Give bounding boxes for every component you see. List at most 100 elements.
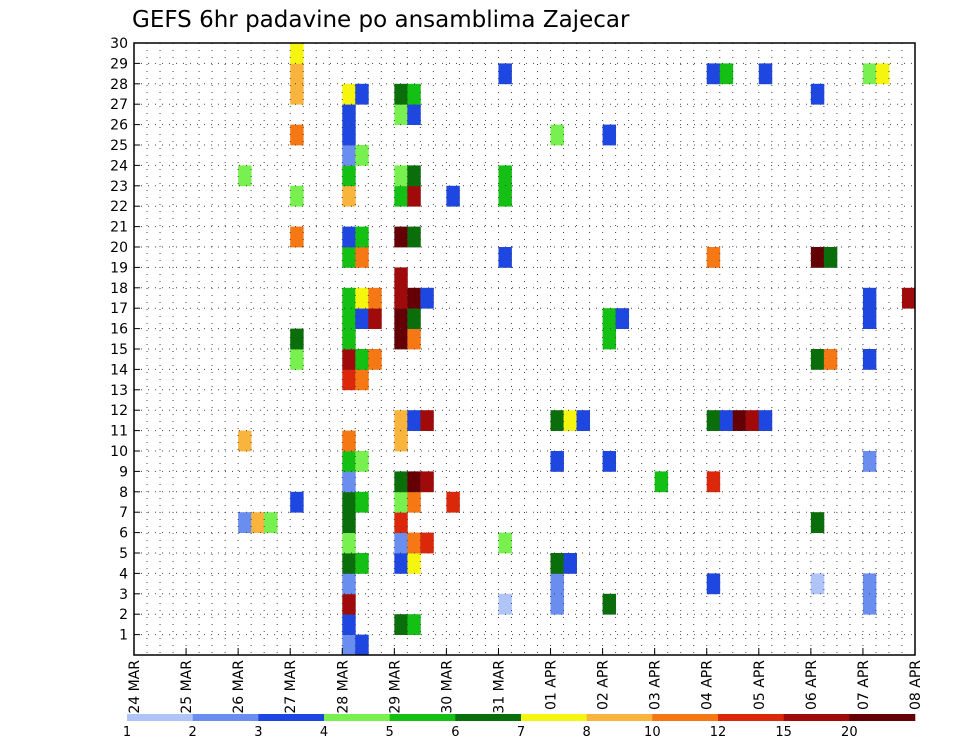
heatmap-cell bbox=[355, 349, 369, 370]
legend-level-label: 20 bbox=[841, 725, 858, 740]
heatmap-cell bbox=[394, 287, 408, 309]
heatmap-cell bbox=[810, 349, 825, 370]
heatmap-cell bbox=[810, 512, 825, 533]
heatmap-cell bbox=[342, 165, 356, 187]
heatmap-cell bbox=[290, 83, 304, 105]
heatmap-cell bbox=[342, 145, 356, 166]
y-tick-label: 15 bbox=[110, 342, 128, 358]
y-tick-label: 17 bbox=[110, 301, 128, 317]
heatmap-cell bbox=[407, 226, 421, 248]
heatmap-cell bbox=[355, 553, 369, 574]
heatmap-cell bbox=[342, 287, 356, 309]
heatmap-cell bbox=[355, 145, 369, 166]
heatmap-cell bbox=[342, 83, 356, 105]
y-tick-label: 8 bbox=[119, 485, 128, 501]
heatmap-cell bbox=[290, 185, 304, 207]
heatmap-cell bbox=[719, 410, 734, 431]
legend-level-label: 8 bbox=[583, 725, 591, 740]
heatmap-cell bbox=[342, 573, 356, 595]
heatmap-cell bbox=[355, 451, 369, 472]
heatmap-cell bbox=[407, 491, 421, 513]
legend-swatch bbox=[652, 714, 719, 721]
heatmap-cell bbox=[654, 471, 669, 493]
heatmap-cell bbox=[862, 573, 877, 595]
heatmap-cell bbox=[355, 308, 369, 329]
heatmap-cell bbox=[745, 410, 760, 431]
x-tick-label: 02 APR bbox=[596, 660, 612, 710]
heatmap-cell bbox=[355, 491, 369, 513]
x-tick-label: 28 MAR bbox=[335, 660, 351, 714]
heatmap-cell bbox=[563, 410, 577, 431]
y-tick-label: 27 bbox=[110, 97, 128, 113]
heatmap-cell bbox=[407, 308, 421, 329]
heatmap-cell bbox=[602, 593, 617, 615]
heatmap-cell bbox=[602, 451, 617, 472]
heatmap-cell bbox=[875, 63, 890, 85]
legend-swatch bbox=[192, 714, 259, 721]
heatmap-cell bbox=[342, 185, 356, 207]
heatmap-cell bbox=[342, 349, 356, 370]
x-tick-label: 25 MAR bbox=[179, 660, 195, 714]
x-tick-label: 24 MAR bbox=[127, 660, 143, 714]
y-tick-label: 12 bbox=[110, 403, 128, 419]
heatmap-cell bbox=[394, 165, 408, 187]
heatmap-cell bbox=[342, 491, 356, 513]
heatmap-cell bbox=[823, 349, 838, 370]
ticks-layer: 1234567891011121314151617181920212223242… bbox=[110, 36, 924, 714]
heatmap-cell bbox=[758, 410, 773, 431]
heatmap-cell bbox=[394, 430, 408, 452]
heatmap-cell bbox=[407, 104, 421, 125]
y-tick-label: 5 bbox=[119, 546, 128, 562]
y-tick-label: 6 bbox=[119, 526, 128, 542]
heatmap-cell bbox=[407, 532, 421, 554]
heatmap-cell bbox=[862, 349, 877, 370]
heatmap-cell bbox=[407, 328, 421, 350]
heatmap-cell bbox=[342, 104, 356, 125]
heatmap-cell bbox=[498, 247, 512, 268]
heatmap-cell bbox=[394, 491, 408, 513]
heatmap-cell bbox=[407, 471, 421, 493]
legend-level-label: 7 bbox=[517, 725, 525, 740]
heatmap-cell bbox=[498, 593, 512, 615]
y-tick-label: 26 bbox=[110, 118, 128, 134]
heatmap-cell bbox=[290, 43, 304, 64]
heatmap-cell bbox=[394, 104, 408, 125]
legend-level-label: 6 bbox=[451, 725, 459, 740]
x-tick-label: 31 MAR bbox=[491, 660, 507, 714]
heatmap-cell bbox=[706, 410, 721, 431]
legend-swatch bbox=[521, 714, 587, 721]
y-tick-label: 4 bbox=[119, 566, 128, 582]
legend-level-label: 5 bbox=[386, 725, 394, 740]
heatmap-cell bbox=[810, 83, 825, 105]
legend-swatch bbox=[783, 714, 850, 721]
heatmap-cell bbox=[394, 308, 408, 329]
heatmap-cell bbox=[615, 308, 630, 329]
y-tick-label: 14 bbox=[110, 362, 128, 378]
y-tick-label: 18 bbox=[110, 281, 128, 297]
legend: 1 2 3 4 5 6 7 8 10 12 15 20 bbox=[123, 714, 916, 740]
legend-level-label: 4 bbox=[320, 725, 328, 740]
heatmap-cell bbox=[394, 226, 408, 248]
heatmap-cell bbox=[407, 165, 421, 187]
heatmap-cell bbox=[342, 247, 356, 268]
heatmap-cell bbox=[862, 593, 877, 615]
heatmap-cell bbox=[550, 593, 564, 615]
heatmap-cell bbox=[394, 328, 408, 350]
heatmap-cell bbox=[420, 410, 434, 431]
x-tick-label: 01 APR bbox=[544, 660, 560, 710]
legend-level-label: 15 bbox=[775, 725, 792, 740]
chart-title: GEFS 6hr padavine po ansamblima Zajecar bbox=[132, 7, 630, 33]
heatmap-cell bbox=[407, 287, 421, 309]
heatmap-cell bbox=[290, 328, 304, 350]
heatmap-cell bbox=[394, 512, 408, 533]
x-tick-label: 29 MAR bbox=[387, 660, 403, 714]
heatmap-cell bbox=[355, 226, 369, 248]
heatmap-cell bbox=[706, 247, 721, 268]
heatmap-cell bbox=[706, 63, 721, 85]
heatmap-cell bbox=[290, 63, 304, 85]
heatmap-cell bbox=[342, 512, 356, 533]
heatmap-cell bbox=[368, 287, 382, 309]
legend-swatch bbox=[849, 714, 916, 721]
heatmap-cell bbox=[498, 532, 512, 554]
heatmap-cell bbox=[394, 532, 408, 554]
